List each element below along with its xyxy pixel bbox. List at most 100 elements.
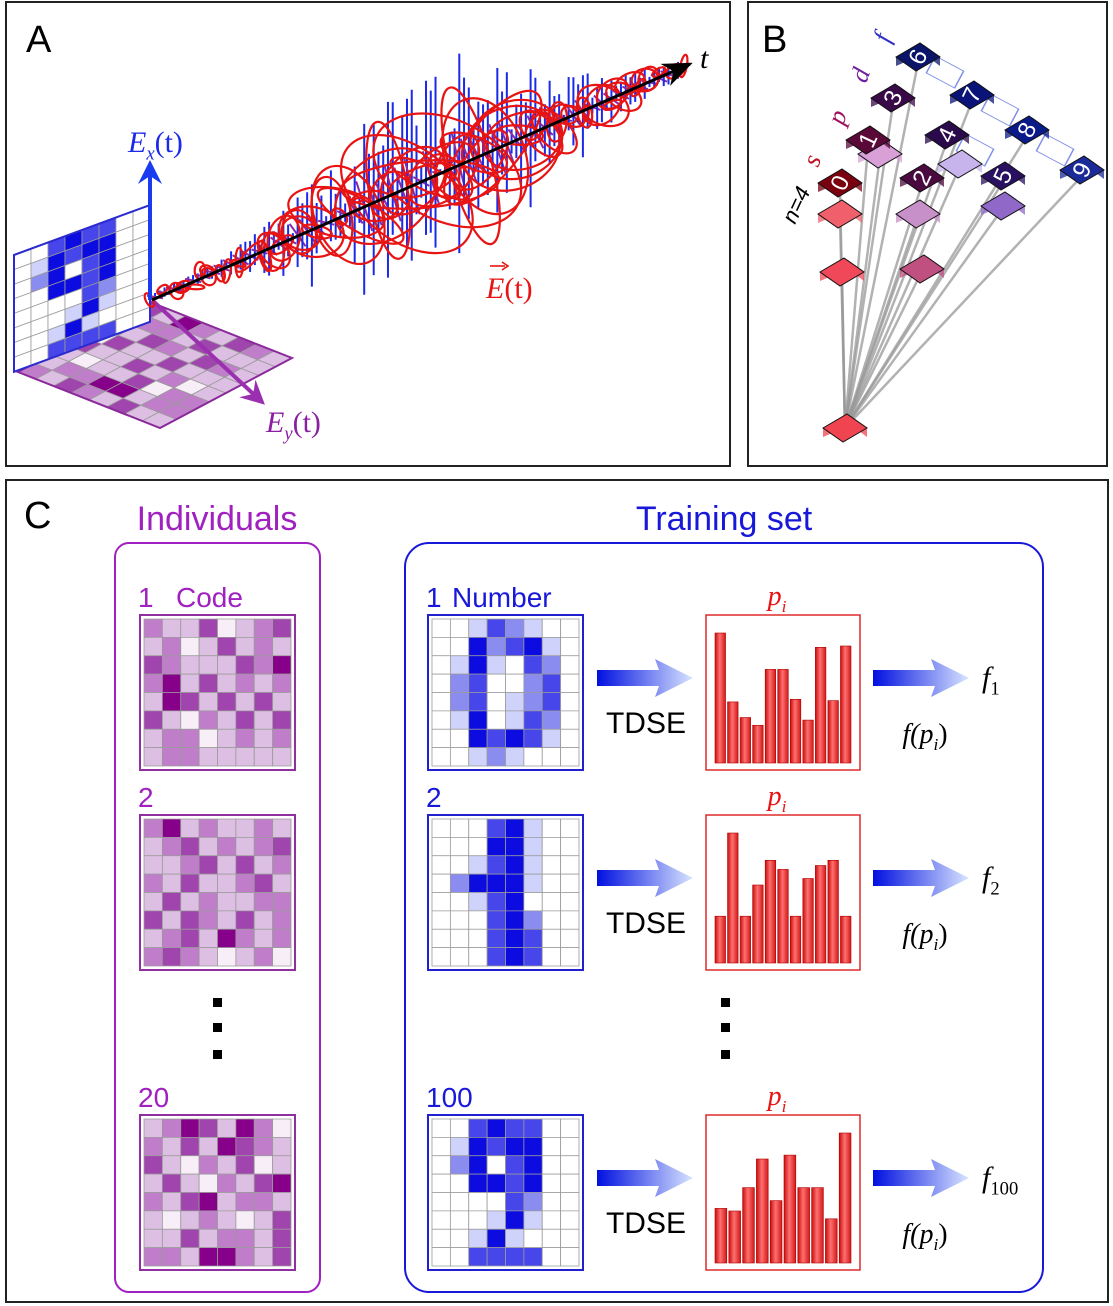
grid-cell [254,1211,272,1229]
time-label: t [700,42,709,75]
histogram-bar [756,1159,768,1263]
grid-cell [199,856,217,874]
grid-cell [199,929,217,947]
fitness-value: f1 [982,661,1000,700]
grid-cell [450,748,468,766]
grid-cell [236,874,254,892]
grid-cell [218,929,236,947]
grid-cell [162,1137,180,1155]
histogram-bar [803,720,814,763]
grid-cell [432,893,450,911]
grid-cell [144,819,162,837]
grid-cell [144,1119,162,1137]
grid-cell [162,693,180,711]
grid-cell [273,729,291,747]
grid-cell [236,637,254,655]
fitness-function-part: ) [938,719,947,750]
grid-cell [199,874,217,892]
panel-b: 0123456789spdfn=4 [777,26,1104,442]
grid-cell [524,1229,542,1247]
grid-cell [561,1137,579,1155]
histogram-bar [753,885,764,963]
grid-cell [181,893,199,911]
grid-cell [506,1137,524,1155]
grid-cell [487,674,505,692]
grid-cell [273,948,291,966]
grid-cell [487,948,505,966]
histogram-bar [784,1155,796,1263]
histogram-bar [743,1188,755,1263]
distribution-label-part: p [766,1081,782,1112]
propagator-label: TDSE [606,907,686,940]
distribution-label: pi [766,781,787,816]
grid-cell [524,911,542,929]
grid-cell [432,1137,450,1155]
grid-cell [542,656,560,674]
grid-cell [254,1119,272,1137]
grid-cell [144,929,162,947]
grid-cell [144,837,162,855]
state-tile: 0 [818,169,862,197]
grid-cell [181,856,199,874]
grid-cell [432,1229,450,1247]
grid-cell [273,819,291,837]
histogram-bar [828,860,839,963]
grid-cell [487,911,505,929]
grid-cell [450,911,468,929]
grid-cell [236,711,254,729]
grid-cell [469,637,487,655]
grid-cell [273,656,291,674]
grid-cell [542,1137,560,1155]
grid-cell [199,1211,217,1229]
grid-cell [450,1229,468,1247]
grid-cell [236,837,254,855]
grid-cell [236,1229,254,1247]
distribution-label-part: p [766,781,782,812]
grid-cell [542,948,560,966]
fitness-value-part: 1 [990,679,999,700]
grid-cell [561,1193,579,1211]
grid-cell [162,1193,180,1211]
grid-cell [254,619,272,637]
grid-cell [254,729,272,747]
grid-cell [199,1119,217,1137]
grid-cell [524,748,542,766]
grid-cell [487,1193,505,1211]
grid-cell [181,1211,199,1229]
grid-cell [254,637,272,655]
grid-cell [218,911,236,929]
training-index: 1 [426,582,442,613]
grid-cell [181,711,199,729]
grid-cell [236,1119,254,1137]
histogram-bar [812,1188,824,1263]
grid-cell [506,1248,524,1266]
grid-cell [254,693,272,711]
grid-cell [162,674,180,692]
grid-cell [561,929,579,947]
grid-cell [469,674,487,692]
distribution-label-part: p [766,581,782,612]
grid-cell [506,1211,524,1229]
grid-cell [450,1156,468,1174]
grid-cell [542,1248,560,1266]
grid-cell [273,874,291,892]
grid-cell [254,856,272,874]
grid-cell [236,1174,254,1192]
fitness-function-part: f( [902,919,921,950]
field-label-part: (t) [504,272,532,305]
grid-cell [432,674,450,692]
grid-cell [450,674,468,692]
grid-cell [524,693,542,711]
grid-cell [273,711,291,729]
grid-cell [181,874,199,892]
grid-cell [524,711,542,729]
grid-cell [199,711,217,729]
individual-index: 20 [138,1082,169,1113]
grid-cell [199,1248,217,1266]
grid-cell [561,674,579,692]
grid-cell [254,874,272,892]
grid-cell [181,819,199,837]
grid-cell [469,874,487,892]
grid-cell [432,1211,450,1229]
grid-cell [487,1119,505,1137]
